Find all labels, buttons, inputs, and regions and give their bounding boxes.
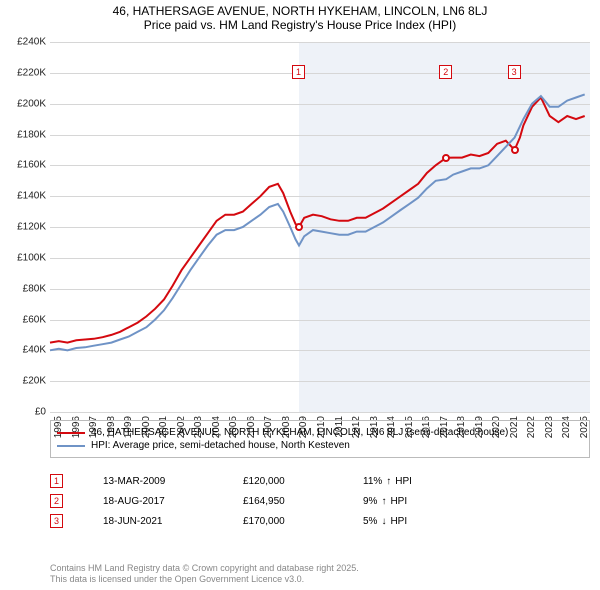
transaction-marker: 2 — [50, 494, 63, 508]
relative-pct: 9% — [363, 496, 377, 507]
transactions-table: 1 13-MAR-2009 £120,000 11% ↑ HPI 2 18-AUG-2017 £… — [50, 468, 590, 534]
transaction-marker: 1 — [50, 474, 63, 488]
transaction-date: 18-JUN-2021 — [103, 516, 203, 527]
y-tick-label: £140K — [6, 191, 46, 202]
transaction-relative: 9% ↑ HPI — [363, 496, 463, 507]
y-tick-label: £240K — [6, 37, 46, 48]
marker-box-1: 1 — [292, 65, 305, 79]
footer: Contains HM Land Registry data © Crown c… — [50, 563, 359, 586]
chart-area: £0£20K£40K£60K£80K£100K£120K£140K£160K£1… — [50, 42, 590, 412]
y-tick-label: £40K — [6, 345, 46, 356]
footer-line-2: This data is licensed under the Open Gov… — [50, 574, 359, 586]
legend-swatch-2 — [57, 445, 85, 447]
y-tick-label: £120K — [6, 222, 46, 233]
transaction-price: £120,000 — [243, 476, 323, 487]
series-line-hpi — [50, 94, 585, 350]
transaction-row: 2 18-AUG-2017 £164,950 9% ↑ HPI — [50, 494, 590, 508]
transaction-marker: 3 — [50, 514, 63, 528]
relative-arrow-icon: ↑ — [381, 496, 386, 507]
marker-box-3: 3 — [508, 65, 521, 79]
relative-label: HPI — [395, 476, 412, 487]
transaction-date: 18-AUG-2017 — [103, 496, 203, 507]
transaction-row: 1 13-MAR-2009 £120,000 11% ↑ HPI — [50, 474, 590, 488]
transaction-relative: 5% ↓ HPI — [363, 516, 463, 527]
y-tick-label: £160K — [6, 160, 46, 171]
grid-line — [50, 412, 590, 413]
y-tick-label: £100K — [6, 252, 46, 263]
legend-row-series-2: HPI: Average price, semi-detached house,… — [57, 440, 583, 451]
marker-box-2: 2 — [439, 65, 452, 79]
footer-line-1: Contains HM Land Registry data © Crown c… — [50, 563, 359, 575]
relative-label: HPI — [390, 496, 407, 507]
legend-swatch-1 — [57, 432, 85, 434]
transaction-relative: 11% ↑ HPI — [363, 476, 463, 487]
transaction-price: £164,950 — [243, 496, 323, 507]
transaction-row: 3 18-JUN-2021 £170,000 5% ↓ HPI — [50, 514, 590, 528]
legend-label-2: HPI: Average price, semi-detached house,… — [91, 440, 350, 451]
y-tick-label: £220K — [6, 67, 46, 78]
chart-container: 46, HATHERSAGE AVENUE, NORTH HYKEHAM, LI… — [0, 0, 600, 590]
marker-dot-1 — [295, 223, 303, 231]
chart-subtitle: Price paid vs. HM Land Registry's House … — [0, 18, 600, 32]
y-tick-label: £60K — [6, 314, 46, 325]
relative-pct: 11% — [363, 476, 382, 487]
y-tick-label: £20K — [6, 376, 46, 387]
y-tick-label: £200K — [6, 98, 46, 109]
y-tick-label: £0 — [6, 407, 46, 418]
transaction-date: 13-MAR-2009 — [103, 476, 203, 487]
transaction-price: £170,000 — [243, 516, 323, 527]
relative-arrow-icon: ↑ — [386, 476, 391, 487]
legend-label-1: 46, HATHERSAGE AVENUE, NORTH HYKEHAM, LI… — [91, 427, 508, 438]
y-tick-label: £180K — [6, 129, 46, 140]
chart-title: 46, HATHERSAGE AVENUE, NORTH HYKEHAM, LI… — [0, 0, 600, 18]
line-series — [50, 42, 590, 412]
relative-arrow-icon: ↓ — [381, 516, 386, 527]
relative-pct: 5% — [363, 516, 377, 527]
legend-row-series-1: 46, HATHERSAGE AVENUE, NORTH HYKEHAM, LI… — [57, 427, 583, 438]
legend: 46, HATHERSAGE AVENUE, NORTH HYKEHAM, LI… — [50, 420, 590, 458]
marker-dot-2 — [442, 154, 450, 162]
y-tick-label: £80K — [6, 283, 46, 294]
marker-dot-3 — [511, 146, 519, 154]
relative-label: HPI — [390, 516, 407, 527]
series-line-price_paid — [50, 98, 585, 343]
